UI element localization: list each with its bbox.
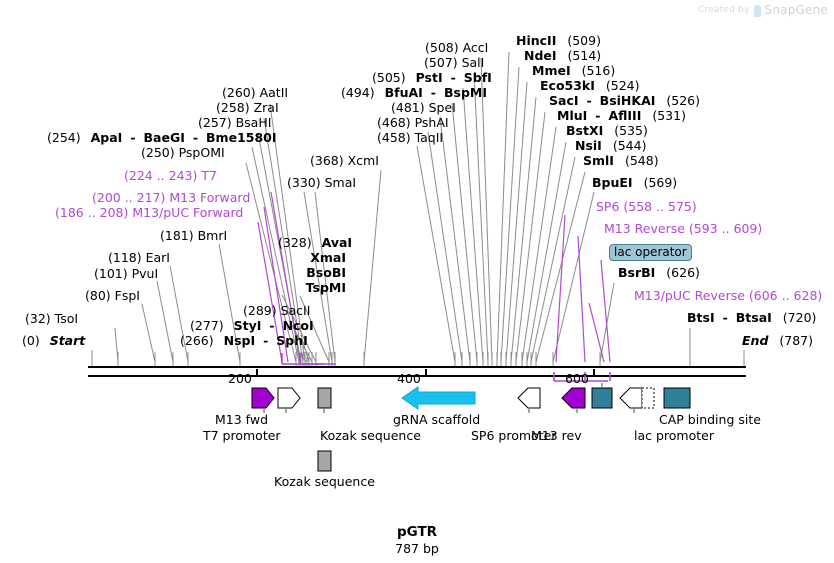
plasmid-backbone[interactable] (88, 366, 746, 377)
label-mmeI[interactable]: MmeI (516) (532, 63, 616, 78)
label-speI[interactable]: (481) SpeI (391, 100, 456, 115)
label-bstXI[interactable]: BstXI (535) (566, 123, 648, 138)
label-nspI-sphI[interactable]: (266) NspI - SphI (180, 333, 308, 348)
feature-label-cap-binding-site[interactable]: CAP binding site (659, 412, 761, 427)
plasmid-name: pGTR (396, 524, 438, 540)
label-accI[interactable]: (508) AccI (425, 40, 489, 55)
label-lac-operator-badge[interactable]: lac operator (609, 244, 692, 261)
label-btsI-btsaI[interactable]: BtsI - BtsaI (720) (687, 310, 817, 325)
feature-m13-rev-glyph (561, 387, 586, 409)
scale-tick-600 (593, 369, 595, 377)
feature-lac-operator-glyph (591, 387, 613, 409)
label-nsiI[interactable]: NsiI (544) (575, 138, 647, 153)
primer-brackets (553, 372, 611, 382)
label-ndeI[interactable]: NdeI (514) (524, 48, 602, 63)
label-earI[interactable]: (118) EarI (108, 250, 170, 265)
feature-kozak-1-glyph (317, 387, 332, 409)
feature-lac-promoter-tail-glyph (641, 387, 655, 409)
label-taqII[interactable]: (458) TaqII (377, 130, 444, 145)
label-avaI[interactable]: (328) AvaI (278, 235, 353, 250)
feature-t7-promoter-glyph (277, 387, 301, 409)
watermark-brand: SnapGene (764, 3, 828, 17)
feature-label-t7-promoter[interactable]: T7 promoter (203, 428, 281, 443)
feature-grna-scaffold-glyph (401, 386, 476, 410)
label-salI[interactable]: (507) SalI (424, 55, 485, 70)
snapgene-logo-icon (753, 5, 761, 17)
watermark-prefix: Created by (698, 5, 750, 15)
scale-tick-200 (256, 369, 258, 377)
label-aatII[interactable]: (260) AatII (222, 85, 289, 100)
label-fspI[interactable]: (80) FspI (85, 288, 140, 303)
label-zraI[interactable]: (258) ZraI (216, 100, 279, 115)
scale-label-200: 200 (228, 371, 252, 386)
label-tsoI[interactable]: (32) TsoI (25, 311, 79, 326)
label-sacII[interactable]: (289) SacII (243, 303, 311, 318)
feature-sp6-promoter-glyph (517, 387, 541, 409)
scale-label-400: 400 (397, 371, 421, 386)
plasmid-length: 787 bp (395, 541, 439, 556)
feature-cap-binding-site-glyph (663, 387, 691, 409)
label-bsaHI[interactable]: (257) BsaHI (198, 115, 272, 130)
label-pstI-sbfI[interactable]: (505) PstI - SbfI (372, 70, 492, 85)
label-pvuI[interactable]: (101) PvuI (94, 266, 159, 281)
label-xcmI[interactable]: (368) XcmI (310, 153, 379, 168)
label-smlI[interactable]: SmlI (548) (583, 153, 659, 168)
label-start[interactable]: (0) Start (22, 333, 86, 348)
label-sacI-bsiHKAI[interactable]: SacI - BsiHKAI (526) (549, 93, 701, 108)
label-eco53kI[interactable]: Eco53kI (524) (540, 78, 640, 93)
label-pshAI[interactable]: (468) PshAI (377, 115, 449, 130)
label-tspMI[interactable]: TspMI (305, 280, 346, 295)
label-sp6[interactable]: SP6 (558 .. 575) (596, 199, 697, 214)
feature-label-sp6-promoter[interactable]: SP6 promoter (471, 428, 557, 443)
label-styI-ncoI[interactable]: (277) StyI - NcoI (190, 318, 314, 333)
snapgene-watermark: Created by SnapGene (698, 3, 828, 17)
label-bfuAI-bspMI[interactable]: (494) BfuAI - BspMI (341, 85, 487, 100)
label-m13-reverse[interactable]: M13 Reverse (593 .. 609) (604, 221, 763, 236)
label-pspOMI[interactable]: (250) PspOMI (141, 145, 225, 160)
restriction-tick-marks (91, 352, 745, 366)
feature-kozak-2-glyph (317, 450, 332, 472)
feature-m13-fwd-glyph (251, 387, 275, 409)
feature-label-kozak-2[interactable]: Kozak sequence (274, 474, 375, 489)
label-bsrBI[interactable]: BsrBI (626) (618, 265, 700, 280)
feature-lac-promoter-glyph (619, 387, 643, 409)
label-m13-puc-forward[interactable]: (186 .. 208) M13/pUC Forward (55, 205, 244, 220)
label-m13-forward[interactable]: (200 .. 217) M13 Forward (92, 190, 251, 205)
feature-kozak-2-glyph-wrap[interactable] (315, 450, 335, 472)
label-bpuEI[interactable]: BpuEI (569) (592, 175, 678, 190)
label-smaI[interactable]: (330) SmaI (287, 175, 357, 190)
label-bsoBI[interactable]: BsoBI (306, 265, 346, 280)
label-xmaI[interactable]: XmaI (310, 250, 346, 265)
label-end[interactable]: End (787) (742, 333, 813, 348)
feature-glyph-track[interactable] (240, 383, 760, 413)
label-hincII[interactable]: HincII (509) (516, 33, 601, 48)
feature-label-lac-promoter[interactable]: lac promoter (634, 428, 714, 443)
feature-label-kozak-1[interactable]: Kozak sequence (320, 428, 421, 443)
label-t7[interactable]: (224 .. 243) T7 (124, 168, 217, 183)
label-bmrI[interactable]: (181) BmrI (160, 228, 228, 243)
scale-tick-400 (425, 369, 427, 377)
label-m13-puc-reverse[interactable]: M13/pUC Reverse (606 .. 628) (634, 288, 823, 303)
label-mluI-aflIII[interactable]: MluI - AflIII (531) (557, 108, 686, 123)
feature-label-grna-scaffold[interactable]: gRNA scaffold (393, 412, 481, 427)
feature-label-m13-fwd[interactable]: M13 fwd (215, 412, 269, 427)
scale-label-600: 600 (565, 371, 589, 386)
label-apaI-baeGI-bme1580I[interactable]: (254) ApaI - BaeGI - Bme1580I (47, 130, 277, 145)
feature-label-m13-rev[interactable]: M13 rev (531, 428, 582, 443)
